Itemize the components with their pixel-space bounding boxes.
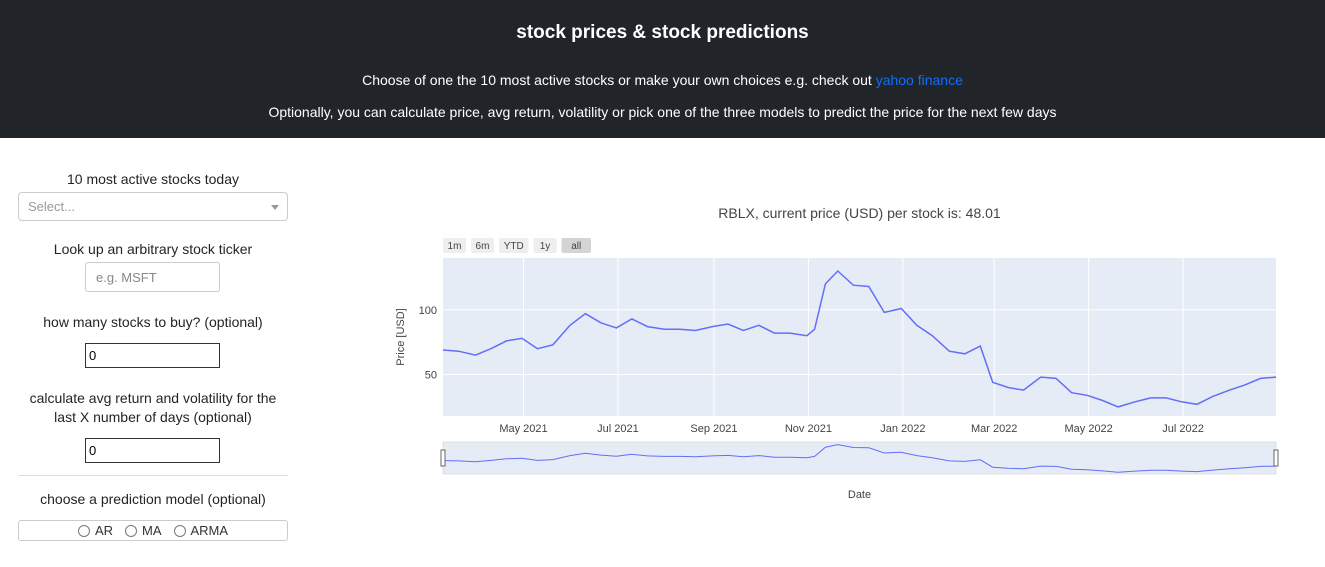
range-slider-handle-right[interactable] bbox=[1273, 449, 1279, 467]
plot-area bbox=[443, 258, 1276, 416]
x-tick-label: Mar 2022 bbox=[971, 423, 1017, 435]
x-tick-label: Jul 2021 bbox=[597, 423, 639, 435]
buy-count-label: how many stocks to buy? (optional) bbox=[43, 314, 263, 330]
chart-svg: RBLX, current price (USD) per stock is: … bbox=[395, 205, 1279, 501]
intro-line: Choose of one the 10 most active stocks … bbox=[0, 72, 1325, 88]
yahoo-finance-link[interactable]: yahoo finance bbox=[875, 72, 963, 88]
range-button-label: all bbox=[571, 241, 581, 252]
range-button-ytd[interactable] bbox=[499, 238, 529, 253]
x-tick-label: May 2021 bbox=[499, 423, 547, 435]
radio-ma-label: MA bbox=[142, 523, 162, 538]
buy-count-input[interactable] bbox=[85, 343, 220, 368]
range-slider-line bbox=[442, 444, 1277, 473]
radio-circle-icon[interactable] bbox=[125, 524, 137, 537]
active-stocks-dropdown[interactable]: Select... bbox=[18, 192, 288, 221]
range-button-6m[interactable] bbox=[471, 238, 494, 253]
radio-arma[interactable]: ARMA bbox=[173, 523, 229, 538]
x-tick-label: Jan 2022 bbox=[880, 423, 925, 435]
x-tick-label: Jul 2022 bbox=[1162, 423, 1204, 435]
x-axis-title: Date bbox=[848, 489, 871, 501]
intro-text: Choose of one the 10 most active stocks … bbox=[362, 72, 872, 88]
x-tick-label: Nov 2021 bbox=[785, 423, 832, 435]
y-axis-title: Price [USD] bbox=[395, 308, 407, 365]
model-label: choose a prediction model (optional) bbox=[40, 491, 266, 507]
price-chart: RBLX, current price (USD) per stock is: … bbox=[380, 190, 1300, 520]
radio-circle-icon[interactable] bbox=[77, 524, 90, 537]
radio-ar-label: AR bbox=[94, 523, 113, 538]
radio-ma[interactable]: MA bbox=[125, 523, 162, 538]
divider bbox=[18, 475, 288, 476]
radio-ar[interactable]: AR bbox=[77, 523, 113, 538]
options-description: Optionally, you can calculate price, avg… bbox=[268, 104, 1057, 120]
y-tick-label: 100 bbox=[419, 305, 437, 317]
dropdown-placeholder: Select... bbox=[28, 199, 75, 214]
range-slider-handle-left[interactable] bbox=[440, 449, 446, 467]
radio-arma-label: ARMA bbox=[190, 523, 229, 538]
page-title: stock prices & stock predictions bbox=[516, 22, 809, 43]
range-button-label: YTD bbox=[504, 241, 524, 252]
range-button-label: 6m bbox=[476, 241, 490, 252]
active-stocks-label: 10 most active stocks today bbox=[67, 171, 239, 187]
x-tick-label: May 2022 bbox=[1064, 423, 1112, 435]
header-banner: stock prices & stock predictions Choose … bbox=[0, 0, 1325, 138]
radio-circle-icon[interactable] bbox=[173, 524, 186, 537]
range-button-1m[interactable] bbox=[443, 238, 466, 253]
x-tick-label: Sep 2021 bbox=[690, 423, 737, 435]
price-series-line bbox=[442, 269, 1277, 408]
avg-days-input[interactable] bbox=[85, 438, 220, 463]
chart-title: RBLX, current price (USD) per stock is: … bbox=[718, 205, 1001, 221]
model-radio-group: AR MA ARMA bbox=[18, 520, 288, 541]
range-slider[interactable] bbox=[442, 441, 1277, 475]
y-tick-label: 50 bbox=[425, 370, 437, 382]
chevron-down-icon[interactable] bbox=[271, 205, 279, 210]
avg-return-label: calculate avg return and volatility for … bbox=[29, 390, 277, 425]
ticker-input[interactable] bbox=[85, 262, 220, 292]
lookup-label: Look up an arbitrary stock ticker bbox=[53, 241, 253, 257]
range-button-label: 1m bbox=[448, 241, 462, 252]
range-button-label: 1y bbox=[540, 241, 551, 252]
range-button-1y[interactable] bbox=[533, 238, 557, 253]
range-button-all[interactable] bbox=[561, 238, 592, 253]
